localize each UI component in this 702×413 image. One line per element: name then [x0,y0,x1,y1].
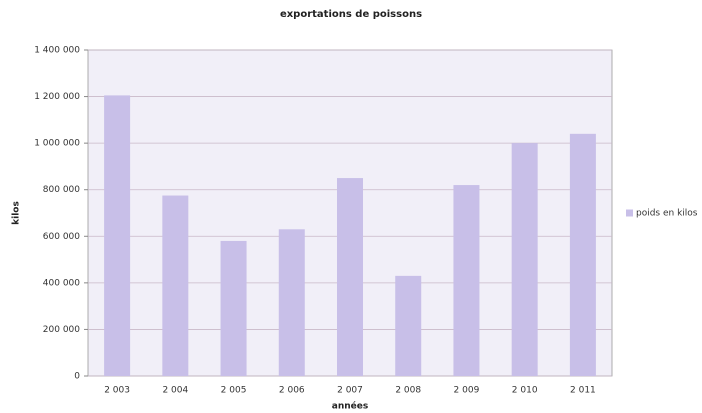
x-tick-label: 2 004 [162,386,188,396]
bar [104,95,131,377]
x-tick-label: 2 006 [279,386,305,396]
y-tick-label: 800 000 [43,185,80,195]
y-tick-label: 1 400 000 [34,46,80,56]
bar [162,195,189,376]
chart-title: exportations de poissons [280,9,422,20]
bar [220,240,247,376]
y-tick-label: 600 000 [43,232,80,242]
y-tick-label: 1 200 000 [34,92,80,102]
bar [395,275,422,376]
y-axis-title: kilos [12,201,22,225]
legend-swatch [626,209,633,217]
x-tick-label: 2 011 [570,386,596,396]
legend-label: poids en kilos [636,209,698,219]
y-tick-label: 400 000 [43,278,80,288]
bar [453,185,480,376]
x-tick-label: 2 010 [512,386,538,396]
x-tick-label: 2 007 [337,386,363,396]
bar [569,133,596,376]
x-tick-label: 2 009 [454,386,480,396]
y-tick-label: 200 000 [43,325,80,335]
x-axis-title: années [332,401,368,412]
y-tick-label: 0 [74,372,80,382]
bar [337,178,363,376]
x-tick-label: 2 003 [104,386,130,396]
x-tick-label: 2 008 [395,386,421,396]
x-tick-label: 2 005 [221,386,247,396]
bar [278,229,305,376]
y-tick-label: 1 000 000 [34,139,80,149]
bar [511,143,538,376]
